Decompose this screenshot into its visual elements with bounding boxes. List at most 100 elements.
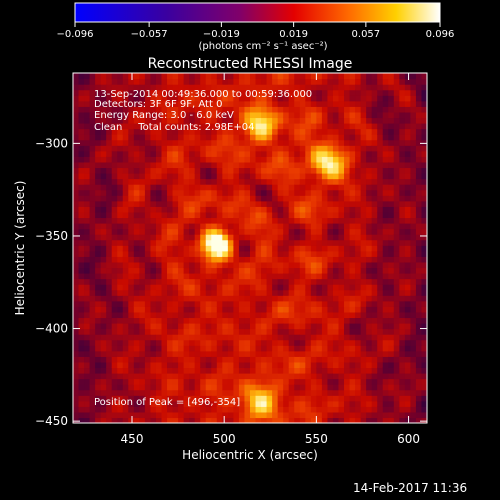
heatmap-cell xyxy=(155,323,163,330)
heatmap-cell xyxy=(366,223,373,230)
heatmap-cell xyxy=(150,111,157,119)
heatmap-cell xyxy=(183,417,190,423)
heatmap-cell xyxy=(404,306,412,313)
heatmap-cell xyxy=(106,106,113,113)
heatmap-cell xyxy=(310,95,317,102)
heatmap-cell xyxy=(167,378,174,385)
heatmap-cell xyxy=(144,156,152,163)
heatmap-cell xyxy=(255,228,262,235)
heatmap-cell xyxy=(272,384,279,391)
heatmap-cell xyxy=(399,195,406,202)
heatmap-cell xyxy=(283,145,290,152)
heatmap-cell xyxy=(421,123,427,130)
heatmap-cell xyxy=(393,411,400,419)
heatmap-cell xyxy=(327,145,334,152)
heatmap-cell xyxy=(250,111,257,119)
heatmap-cell xyxy=(360,356,367,363)
heatmap-cell xyxy=(360,78,367,85)
heatmap-cell xyxy=(283,395,290,402)
x-axis-ticks: 450 500 550 600 xyxy=(121,73,420,446)
heatmap-cell xyxy=(288,223,295,230)
heatmap-cell xyxy=(222,384,229,391)
heatmap-cell xyxy=(404,378,412,385)
heatmap-cell xyxy=(139,89,146,96)
heatmap-cell xyxy=(89,395,96,402)
heatmap-cell xyxy=(144,278,152,285)
heatmap-cell xyxy=(399,173,406,180)
heatmap-cell xyxy=(139,161,146,169)
heatmap-cell xyxy=(155,245,163,252)
heatmap-cell xyxy=(194,339,201,346)
heatmap-cell xyxy=(73,95,80,102)
heatmap-cell xyxy=(111,378,118,385)
heatmap-cell xyxy=(222,411,229,419)
heatmap-cell xyxy=(299,117,306,124)
heatmap-cell xyxy=(144,389,152,396)
heatmap-cell xyxy=(316,317,323,324)
heatmap-cell xyxy=(189,411,196,419)
heatmap-cell xyxy=(233,261,240,269)
heatmap-cell xyxy=(327,223,334,230)
heatmap-cell xyxy=(294,289,301,296)
heatmap-cell xyxy=(410,384,417,391)
heatmap-cell xyxy=(316,128,323,135)
heatmap-cell xyxy=(382,184,389,191)
heatmap-cell xyxy=(399,184,406,191)
heatmap-cell xyxy=(144,267,152,274)
heatmap-cell xyxy=(189,100,196,107)
heatmap-cell xyxy=(122,378,129,385)
heatmap-cell xyxy=(266,334,273,341)
heatmap-cell xyxy=(117,334,124,341)
heatmap-cell xyxy=(421,311,427,319)
heatmap-cell xyxy=(106,284,113,291)
heatmap-cell xyxy=(233,345,240,352)
heatmap-cell xyxy=(338,384,345,391)
heatmap-cell xyxy=(294,206,301,213)
colorbar-tick-label: 0.096 xyxy=(426,29,455,40)
heatmap-cell xyxy=(410,161,417,169)
heatmap-cell xyxy=(95,156,102,163)
heatmap-cell xyxy=(377,206,384,213)
heatmap-cell xyxy=(244,134,251,141)
heatmap-cell xyxy=(294,145,301,152)
heatmap-cell xyxy=(95,178,102,185)
heatmap-cell xyxy=(178,361,185,369)
heatmap-cell xyxy=(194,78,201,85)
heatmap-cell xyxy=(84,128,91,135)
heatmap-cell xyxy=(388,256,395,263)
heatmap-cell xyxy=(344,173,351,180)
heatmap-cell xyxy=(194,73,201,80)
heatmap-cell xyxy=(238,189,246,196)
heatmap-cell xyxy=(344,134,351,141)
heatmap-cell xyxy=(360,73,367,80)
heatmap-cell xyxy=(122,311,129,319)
heatmap-cell xyxy=(415,211,423,219)
heatmap-cell xyxy=(73,284,80,291)
heatmap-cell xyxy=(272,334,279,341)
heatmap-cell xyxy=(371,256,378,263)
heatmap-cell xyxy=(344,300,351,307)
heatmap-cell xyxy=(194,400,201,407)
heatmap-cell xyxy=(205,89,212,96)
heatmap-cell xyxy=(172,106,179,113)
heatmap-cell xyxy=(211,334,218,341)
heatmap-cell xyxy=(255,411,262,419)
heatmap-cell xyxy=(238,295,246,302)
heatmap-cell xyxy=(117,173,124,180)
heatmap-cell xyxy=(117,195,124,202)
heatmap-cell xyxy=(288,106,295,113)
heatmap-cell xyxy=(183,400,190,407)
heatmap-cell xyxy=(100,323,107,330)
heatmap-cell xyxy=(272,273,279,280)
heatmap-cell xyxy=(250,228,257,235)
heatmap-cell xyxy=(310,134,317,141)
heatmap-cell xyxy=(288,317,295,324)
heatmap-cell xyxy=(211,373,218,380)
heatmap-cell xyxy=(78,400,85,407)
heatmap-cell xyxy=(106,239,113,246)
heatmap-cell xyxy=(272,111,279,119)
heatmap-cell xyxy=(421,317,427,324)
heatmap-cell xyxy=(272,95,279,102)
heatmap-cell xyxy=(310,239,317,246)
heatmap-cell xyxy=(122,384,129,391)
